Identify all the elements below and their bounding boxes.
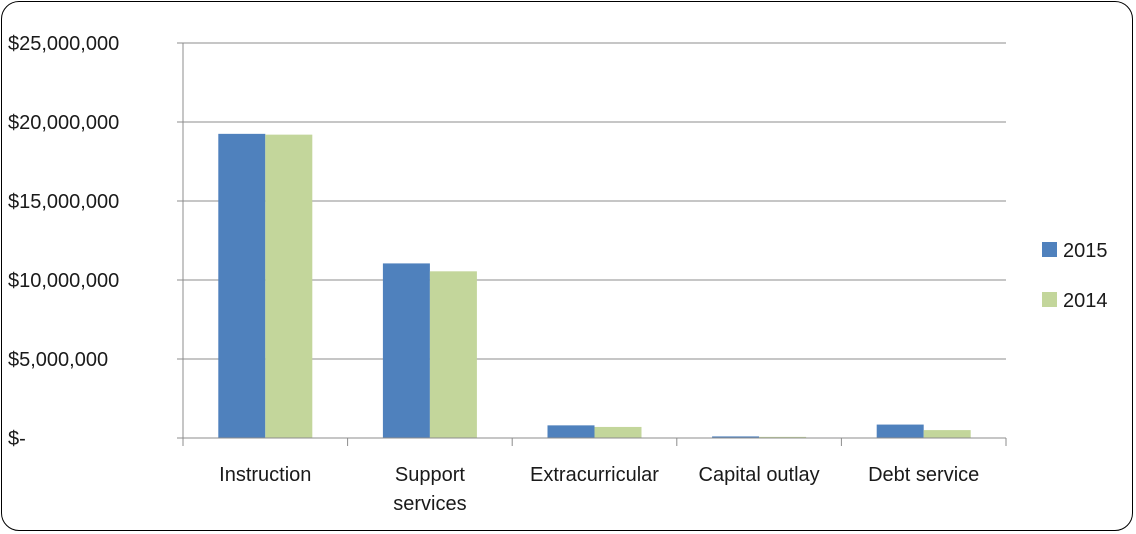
x-tick-label: Capital outlay: [699, 464, 820, 486]
bar-2014: [594, 426, 642, 438]
bar-2014: [923, 430, 971, 438]
y-tick-label: $-: [8, 428, 26, 450]
x-tick-label: services: [393, 493, 466, 515]
x-tick-label: Support: [395, 464, 465, 486]
bar-2014: [265, 134, 313, 438]
y-tick-label: $5,000,000: [8, 349, 108, 371]
y-tick-label: $20,000,000: [8, 112, 119, 134]
legend-label: 2014: [1063, 290, 1108, 312]
legend-label: 2015: [1063, 240, 1108, 262]
bar-2014: [759, 436, 807, 438]
bar-2015: [712, 436, 760, 438]
bar-2015: [547, 425, 595, 438]
y-tick-label: $15,000,000: [8, 191, 119, 213]
bar-2015: [218, 133, 266, 438]
bar-2015: [382, 263, 430, 438]
bar-2015: [876, 424, 924, 438]
y-tick-label: $10,000,000: [8, 270, 119, 292]
y-tick-label: $25,000,000: [8, 33, 119, 55]
legend-swatch-2014: [1042, 292, 1057, 307]
x-tick-label: Instruction: [219, 464, 311, 486]
bar-2014: [429, 271, 477, 438]
x-tick-label: Extracurricular: [530, 464, 659, 486]
legend-swatch-2015: [1042, 242, 1057, 257]
x-tick-label: Debt service: [868, 464, 979, 486]
